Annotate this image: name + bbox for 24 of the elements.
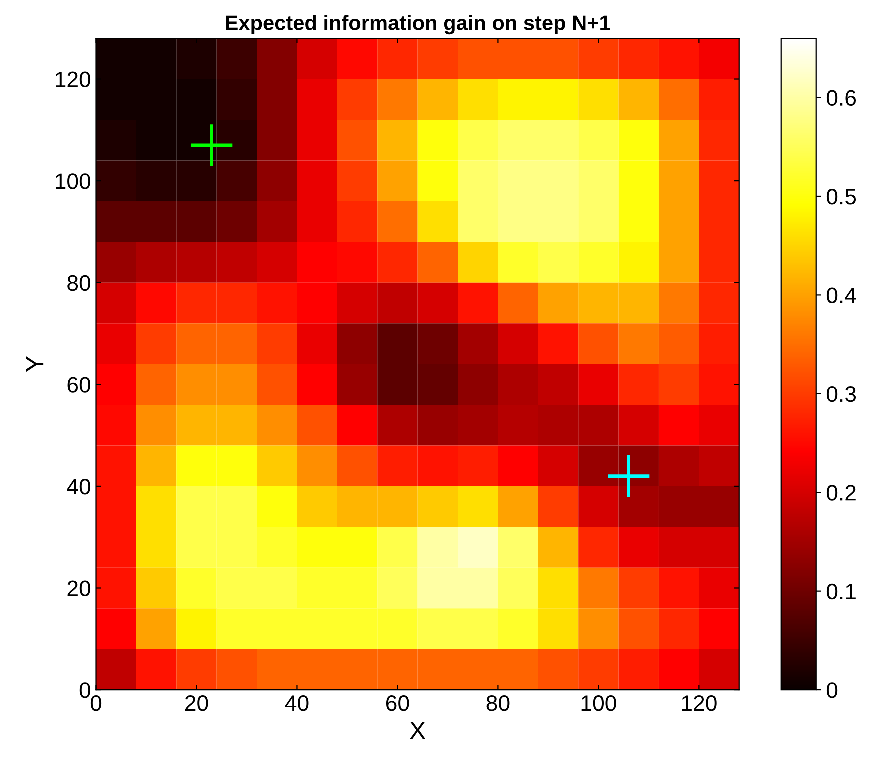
y-tick-label: 40 — [67, 478, 91, 495]
x-tick-label: 20 — [186, 695, 208, 712]
color-bar-label: 0 — [826, 682, 838, 698]
y-axis-title: Y — [26, 356, 44, 372]
x-tick-label: 100 — [582, 695, 616, 712]
color-bar-label: 0.3 — [826, 386, 856, 402]
y-tick-label: 120 — [56, 72, 91, 88]
x-tick-label: 0 — [90, 695, 102, 712]
y-tick-label: 100 — [56, 174, 91, 190]
x-axis-title: X — [410, 722, 426, 740]
x-tick-label: 60 — [386, 695, 410, 712]
y-tick-label: 80 — [68, 275, 91, 292]
color-bar-label: 0.6 — [826, 90, 856, 106]
x-tick-label: 120 — [682, 695, 717, 712]
color-bar-label: 0.5 — [826, 189, 856, 205]
color-bar-label: 0.2 — [826, 485, 856, 501]
y-tick-label: 60 — [68, 377, 91, 393]
y-tick-label: 20 — [68, 580, 91, 597]
color-bar-label: 0.4 — [826, 288, 856, 304]
y-tick-label: 0 — [80, 682, 91, 698]
color-bar-label: 0.1 — [826, 584, 856, 600]
x-tick-label: 80 — [486, 695, 510, 712]
x-tick-label: 40 — [285, 695, 309, 712]
chart-title: Expected information gain on step N+1 — [226, 15, 610, 35]
